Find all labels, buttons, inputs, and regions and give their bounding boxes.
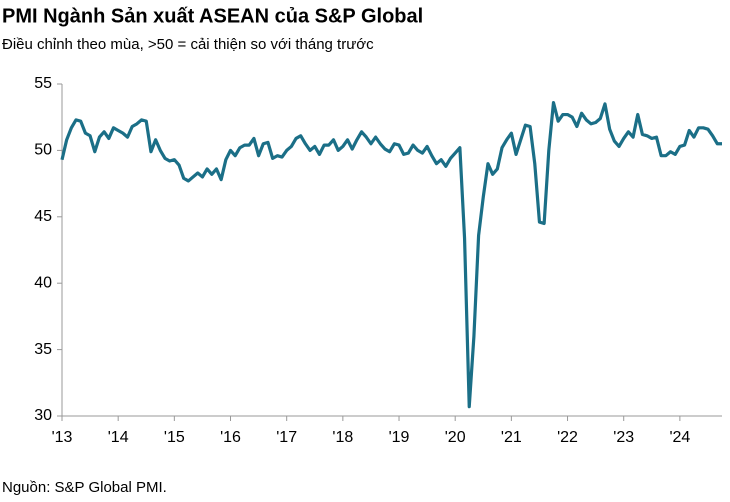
pmi-line (60, 100, 722, 409)
y-tick-label: 30 (34, 407, 52, 424)
x-tick-label: '14 (108, 429, 129, 446)
y-tick-label: 45 (34, 208, 52, 225)
x-tick-label: '24 (669, 429, 690, 446)
x-tick-label: '22 (557, 429, 578, 446)
x-tick-label: '20 (445, 429, 466, 446)
x-tick-label: '17 (276, 429, 297, 446)
source-note: Nguồn: S&P Global PMI. (2, 479, 167, 496)
x-tick-label: '15 (164, 429, 185, 446)
y-tick-label: 50 (34, 142, 52, 159)
x-tick-label: '21 (501, 429, 522, 446)
x-tick-label: '13 (52, 429, 73, 446)
x-tick-label: '19 (389, 429, 410, 446)
x-tick-label: '23 (613, 429, 634, 446)
chart-title: PMI Ngành Sản xuất ASEAN của S&P Global (2, 5, 423, 27)
x-tick-label: '18 (332, 429, 353, 446)
y-tick-label: 40 (34, 274, 52, 291)
y-tick-label: 55 (34, 75, 52, 92)
chart-subtitle: Điều chỉnh theo mùa, >50 = cải thiện so … (2, 36, 374, 53)
x-tick-label: '16 (220, 429, 241, 446)
y-tick-label: 35 (34, 341, 52, 358)
